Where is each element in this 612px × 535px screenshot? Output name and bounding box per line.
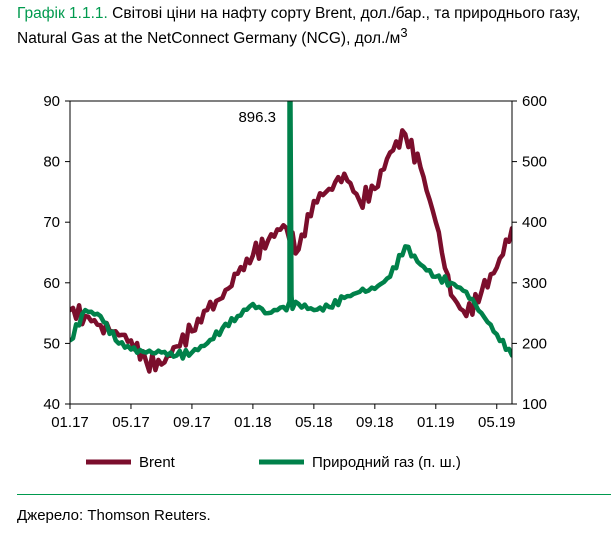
y-right-tick-label: 600	[522, 93, 547, 110]
y-left-tick-label: 80	[43, 154, 60, 171]
x-tick-label: 05.19	[478, 414, 516, 431]
y-right-tick-label: 100	[522, 396, 547, 413]
series-lines	[70, 101, 512, 374]
x-tick-label: 09.18	[356, 414, 394, 431]
chart-title-text: Світові ціни на нафту сорту Brent, дол./…	[17, 5, 581, 48]
x-tick-label: 01.18	[234, 414, 272, 431]
legend-label-gas: Природний газ (п. ш.)	[312, 454, 461, 471]
chart-title-superscript: 3	[400, 25, 408, 40]
y-right-tick-label: 200	[522, 335, 547, 352]
x-tick-label: 09.17	[173, 414, 211, 431]
x-ticks: 01.17 05.17 09.17 01.18 05.18 09.18 01.19 05.19	[51, 404, 516, 431]
chart-title: Графік 1.1.1. Світові ціни на нафту сорт…	[17, 4, 607, 48]
y-left-tick-label: 40	[43, 396, 60, 413]
gas-line	[70, 101, 512, 361]
x-tick-label: 05.17	[112, 414, 150, 431]
y-right-ticks: 600 500 400 300 200 100	[512, 93, 547, 413]
y-left-tick-label: 90	[43, 93, 60, 110]
source-note: Джерело: Thomson Reuters.	[17, 507, 211, 524]
gas-spike-annotation: 896.3	[238, 109, 276, 126]
x-tick-label: 01.17	[51, 414, 89, 431]
y-left-ticks: 90 80 70 60 50 40	[43, 93, 70, 413]
y-left-tick-label: 60	[43, 275, 60, 292]
chart: 90 80 70 60 50 40 600 500 400 300 200 100 01.17 05.…	[43, 93, 547, 471]
y-right-tick-label: 500	[522, 154, 547, 171]
y-left-tick-label: 50	[43, 335, 60, 352]
y-left-tick-label: 70	[43, 214, 60, 231]
chart-title-number: Графік 1.1.1.	[17, 5, 108, 22]
x-tick-label: 01.19	[417, 414, 455, 431]
y-right-tick-label: 400	[522, 214, 547, 231]
plot-frame	[69, 100, 513, 405]
y-right-tick-label: 300	[522, 275, 547, 292]
x-tick-label: 05.18	[295, 414, 333, 431]
source-divider	[17, 494, 611, 495]
legend-label-brent: Brent	[139, 454, 176, 471]
